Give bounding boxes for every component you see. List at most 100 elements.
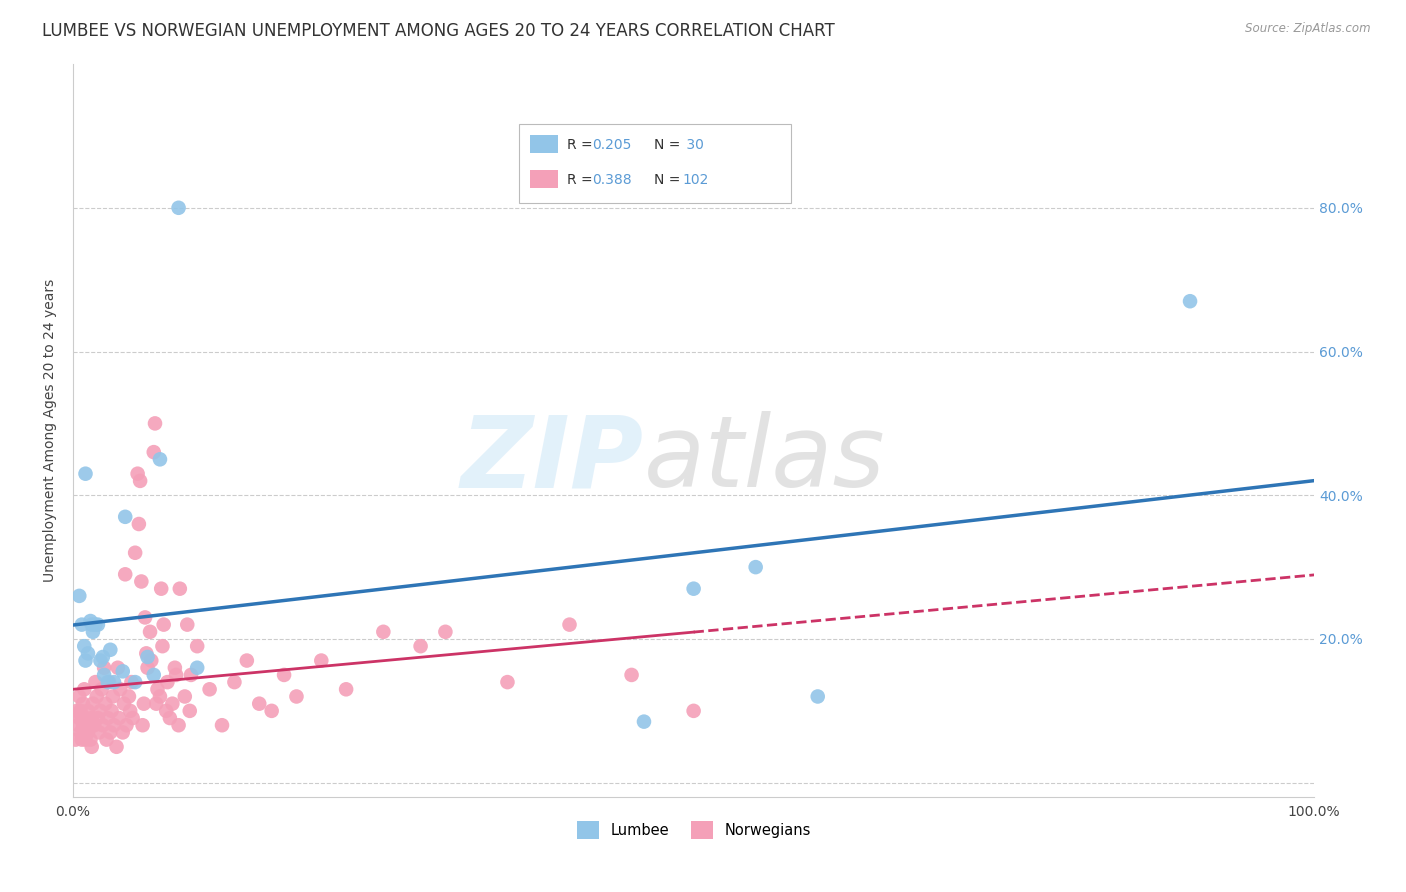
Point [98, 642, 121, 657]
Point [73, 639, 96, 653]
Point [173, 690, 195, 704]
Point [682, 582, 704, 596]
Point [146, 682, 169, 697]
Point [89, 704, 111, 718]
Point [134, 610, 156, 624]
Text: N =: N = [654, 173, 685, 186]
Point [682, 704, 704, 718]
Point [112, 697, 135, 711]
Point [108, 711, 131, 725]
Point [186, 661, 208, 675]
Point [80, 739, 103, 754]
Point [98, 675, 121, 690]
Point [131, 718, 153, 732]
Point [100, 704, 122, 718]
Point [67, 718, 90, 732]
Point [335, 682, 357, 697]
Point [141, 654, 163, 668]
Point [67, 711, 90, 725]
Point [165, 668, 187, 682]
Point [373, 624, 395, 639]
Point [86, 690, 108, 704]
Point [260, 704, 283, 718]
Point [115, 718, 138, 732]
Point [98, 725, 121, 739]
Point [807, 690, 830, 704]
Point [236, 654, 259, 668]
Point [110, 682, 132, 697]
Point [77, 718, 100, 732]
Point [89, 654, 111, 668]
Point [96, 732, 118, 747]
Point [145, 697, 167, 711]
Point [136, 661, 159, 675]
Point [162, 697, 184, 711]
Point [434, 624, 457, 639]
Point [163, 661, 186, 675]
Point [97, 675, 120, 690]
Point [69, 704, 91, 718]
Point [409, 639, 432, 653]
Point [179, 704, 201, 718]
Point [620, 668, 643, 682]
Point [93, 668, 115, 682]
Point [247, 697, 270, 711]
Point [186, 639, 208, 653]
Point [75, 654, 97, 668]
Text: R =: R = [567, 173, 596, 186]
Point [94, 697, 117, 711]
Point [142, 668, 165, 682]
Legend: Lumbee, Norwegians: Lumbee, Norwegians [571, 815, 817, 845]
Text: 0.388: 0.388 [592, 173, 631, 186]
Point [496, 675, 519, 690]
Point [70, 617, 93, 632]
Point [224, 675, 246, 690]
Point [120, 675, 142, 690]
Point [83, 718, 105, 732]
Point [149, 690, 172, 704]
Point [97, 711, 120, 725]
Point [198, 682, 221, 697]
Point [70, 732, 93, 747]
Point [149, 452, 172, 467]
Text: N =: N = [654, 137, 685, 152]
Point [103, 718, 125, 732]
Point [72, 718, 94, 732]
Point [79, 614, 101, 628]
Point [77, 725, 100, 739]
Point [128, 516, 150, 531]
Point [127, 467, 149, 481]
Point [103, 675, 125, 690]
Point [273, 668, 295, 682]
Text: LUMBEE VS NORWEGIAN UNEMPLOYMENT AMONG AGES 20 TO 24 YEARS CORRELATION CHART: LUMBEE VS NORWEGIAN UNEMPLOYMENT AMONG A… [42, 22, 835, 40]
Point [80, 711, 103, 725]
Point [73, 682, 96, 697]
Point [152, 639, 174, 653]
Point [131, 574, 153, 589]
Point [633, 714, 655, 729]
Point [114, 567, 136, 582]
Point [114, 509, 136, 524]
Point [111, 665, 134, 679]
Point [124, 546, 146, 560]
Text: R =: R = [567, 137, 596, 152]
Point [90, 682, 112, 697]
Point [101, 690, 124, 704]
Point [70, 711, 93, 725]
Point [67, 589, 90, 603]
Point [107, 661, 129, 675]
Point [77, 646, 100, 660]
Point [1178, 294, 1201, 309]
Point [75, 732, 97, 747]
Point [84, 617, 107, 632]
Point [558, 617, 581, 632]
Point [159, 711, 181, 725]
Point [169, 582, 191, 596]
Point [80, 617, 103, 632]
Point [66, 704, 89, 718]
Point [72, 697, 94, 711]
Point [76, 718, 98, 732]
Y-axis label: Unemployment Among Ages 20 to 24 years: Unemployment Among Ages 20 to 24 years [44, 279, 58, 582]
Point [167, 718, 190, 732]
Point [124, 675, 146, 690]
